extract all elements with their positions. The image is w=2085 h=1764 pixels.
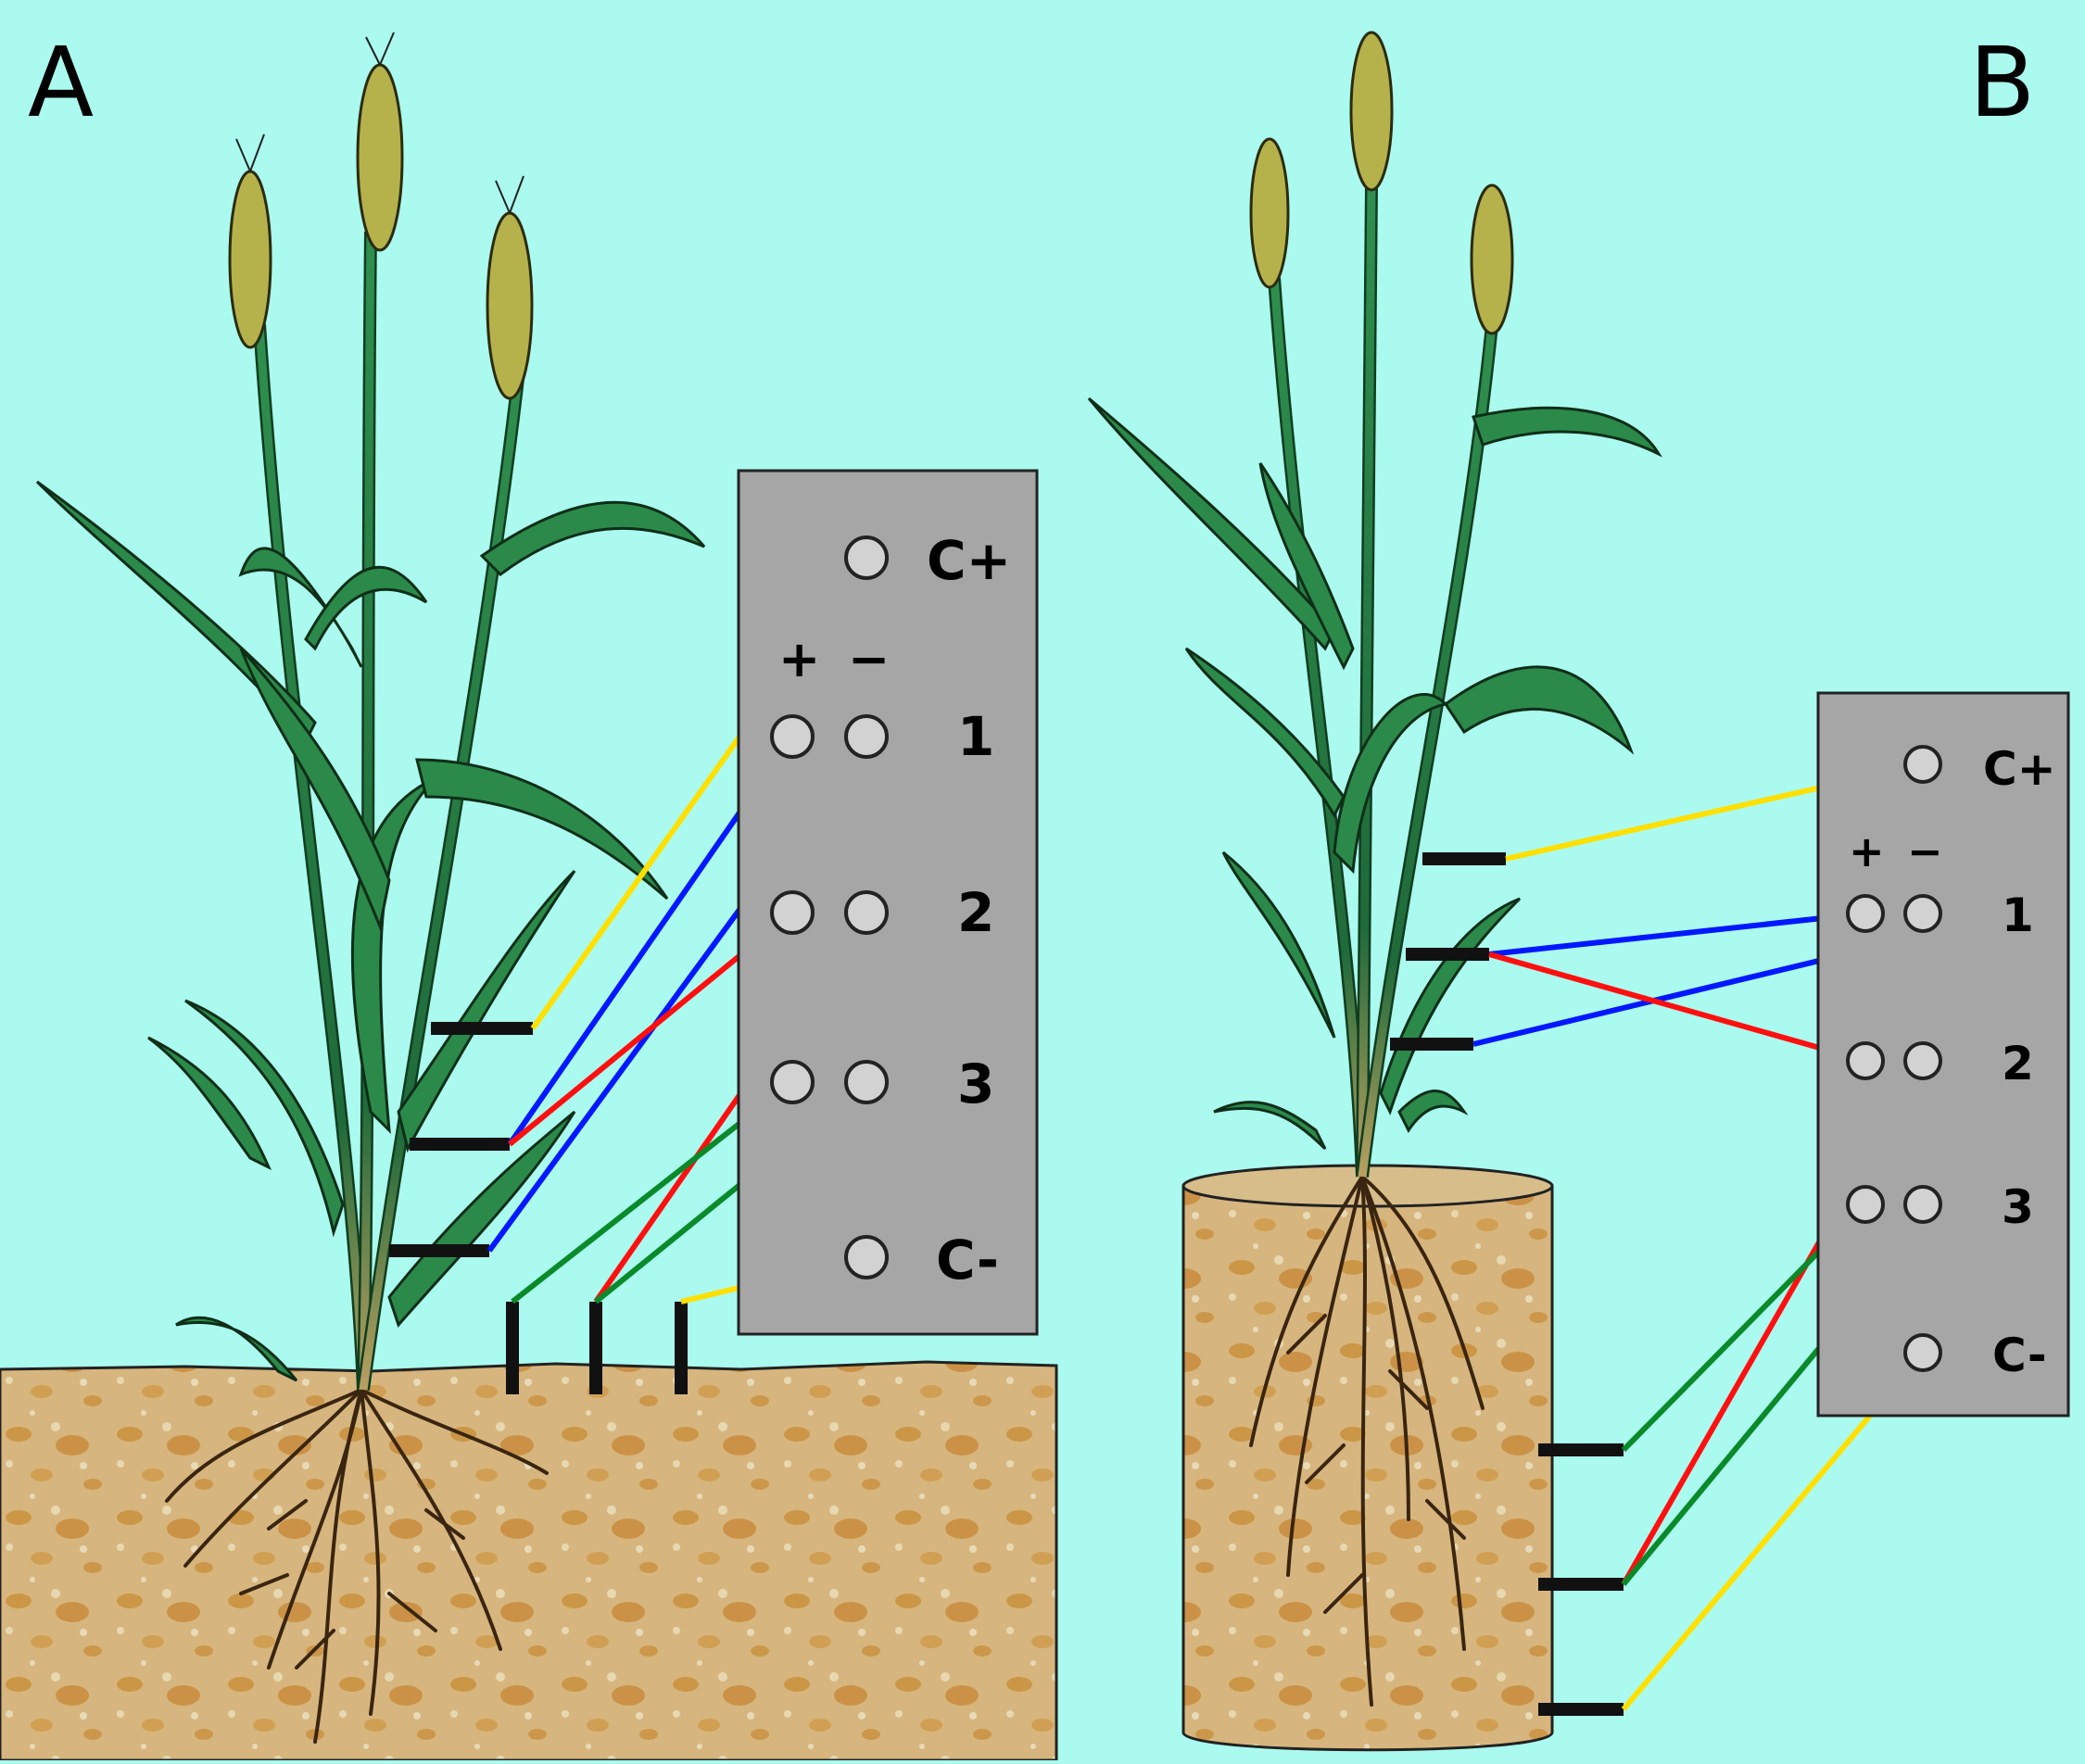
electrodes-panel-a xyxy=(389,1022,688,1394)
label-1-a: 1 xyxy=(957,705,994,768)
terminal-1-plus-a xyxy=(770,714,815,759)
terminal-1-minus-a xyxy=(844,714,889,759)
label-2-b: 2 xyxy=(2002,1037,2034,1090)
terminal-c-minus-b xyxy=(1903,1333,1942,1372)
terminal-3-plus-a xyxy=(770,1060,815,1104)
terminal-2-plus-a xyxy=(770,890,815,935)
polarity-minus-b: − xyxy=(1907,826,1943,876)
label-c-plus-a: C+ xyxy=(927,529,1011,592)
terminal-3-minus-b xyxy=(1903,1185,1942,1224)
label-c-minus-b: C- xyxy=(1992,1329,2047,1382)
wire-ch2-plus-b xyxy=(1488,951,1866,1064)
terminal-2-minus-b xyxy=(1903,1041,1942,1080)
label-2-a: 2 xyxy=(957,881,994,944)
panel-a-letter: A xyxy=(28,26,94,139)
label-c-minus-a: C- xyxy=(936,1228,999,1292)
root-system xyxy=(165,1388,549,1744)
wheat-leaves xyxy=(35,480,706,1382)
soil-ground xyxy=(0,1360,1058,1762)
polarity-plus-a: + xyxy=(778,630,820,688)
wheat-ears xyxy=(228,32,534,400)
label-3-b: 3 xyxy=(2002,1180,2034,1234)
meter-panel-a: C+ 1 2 3 C- + − xyxy=(737,469,1039,1336)
polarity-plus-b: + xyxy=(1849,826,1885,876)
wire-ch1-plus-b xyxy=(1488,911,1866,957)
label-3-a: 3 xyxy=(957,1052,994,1115)
terminal-2-minus-a xyxy=(844,890,889,935)
wheat-stems-b xyxy=(1268,184,1498,1178)
terminal-3-plus-b xyxy=(1846,1185,1885,1224)
terminal-1-minus-b xyxy=(1903,894,1942,933)
label-c-plus-b: C+ xyxy=(1983,742,2056,796)
panel-b-letter: B xyxy=(1969,26,2035,139)
wheat-ears-b xyxy=(1249,31,1514,335)
panel-a: A xyxy=(0,26,1058,1762)
polarity-minus-a: − xyxy=(848,630,890,688)
electrodes-panel-b xyxy=(1390,852,1624,1716)
root-system-b xyxy=(1249,1175,1485,1707)
terminal-c-plus-a xyxy=(844,536,889,580)
terminal-2-plus-b xyxy=(1846,1041,1885,1080)
terminal-c-plus-b xyxy=(1903,745,1942,784)
label-1-b: 1 xyxy=(2002,888,2034,942)
terminal-c-minus-a xyxy=(844,1235,889,1279)
terminal-1-plus-b xyxy=(1846,894,1885,933)
wheat-leaves-b xyxy=(1087,397,1662,1151)
panel-b: B xyxy=(1087,26,2070,1752)
meter-panel-b: C+ 1 2 3 C- + − xyxy=(1816,691,2070,1418)
terminal-3-minus-a xyxy=(844,1060,889,1104)
